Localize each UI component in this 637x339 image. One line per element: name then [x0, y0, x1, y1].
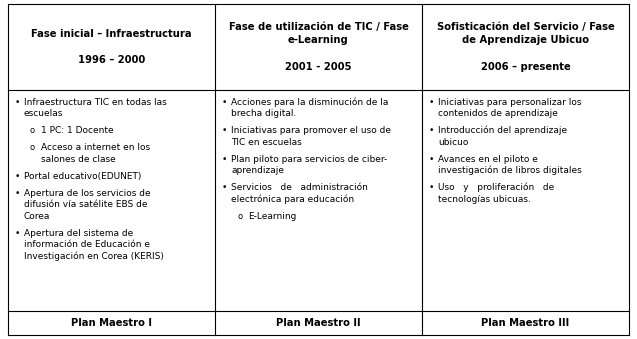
- Text: •: •: [15, 98, 20, 107]
- Text: aprendizaje: aprendizaje: [231, 166, 284, 175]
- Text: •: •: [429, 183, 434, 192]
- Text: Avances en el piloto e: Avances en el piloto e: [438, 155, 538, 164]
- Text: Iniciativas para personalizar los: Iniciativas para personalizar los: [438, 98, 582, 107]
- Text: •: •: [15, 172, 20, 181]
- Text: Portal educativo(EDUNET): Portal educativo(EDUNET): [24, 172, 141, 181]
- Text: Apertura del sistema de: Apertura del sistema de: [24, 229, 133, 238]
- Text: 1 PC: 1 Docente: 1 PC: 1 Docente: [41, 126, 113, 135]
- Text: salones de clase: salones de clase: [41, 155, 116, 164]
- Text: Introducción del aprendizaje: Introducción del aprendizaje: [438, 126, 567, 135]
- Text: •: •: [222, 98, 227, 107]
- Text: o: o: [30, 143, 35, 152]
- Text: o: o: [30, 126, 35, 135]
- Text: Plan Maestro II: Plan Maestro II: [276, 318, 361, 328]
- Text: Corea: Corea: [24, 212, 50, 221]
- Text: •: •: [222, 183, 227, 192]
- Text: TIC en escuelas: TIC en escuelas: [231, 138, 302, 147]
- Text: Apertura de los servicios de: Apertura de los servicios de: [24, 189, 150, 198]
- Text: difusión vía satélite EBS de: difusión vía satélite EBS de: [24, 200, 148, 209]
- Text: brecha digital.: brecha digital.: [231, 109, 296, 118]
- Text: Fase inicial – Infraestructura

1996 – 2000: Fase inicial – Infraestructura 1996 – 20…: [31, 29, 192, 65]
- Text: •: •: [429, 98, 434, 107]
- Text: Uso   y   proliferación   de: Uso y proliferación de: [438, 183, 554, 193]
- Text: •: •: [429, 126, 434, 135]
- Text: Sofisticación del Servicio / Fase
de Aprendizaje Ubicuo

2006 – presente: Sofisticación del Servicio / Fase de Apr…: [436, 22, 614, 72]
- Text: investigación de libros digitales: investigación de libros digitales: [438, 166, 582, 175]
- Text: •: •: [15, 189, 20, 198]
- Text: tecnologías ubicuas.: tecnologías ubicuas.: [438, 195, 531, 204]
- Text: Servicios   de   administración: Servicios de administración: [231, 183, 368, 192]
- Text: E-Learning: E-Learning: [248, 212, 296, 221]
- Text: Fase de utilización de TIC / Fase
e-Learning

2001 - 2005: Fase de utilización de TIC / Fase e-Lear…: [229, 22, 408, 72]
- Text: Plan Maestro III: Plan Maestro III: [482, 318, 569, 328]
- Text: Acciones para la disminución de la: Acciones para la disminución de la: [231, 97, 389, 107]
- Text: Investigación en Corea (KERIS): Investigación en Corea (KERIS): [24, 252, 164, 261]
- Text: contenidos de aprendizaje: contenidos de aprendizaje: [438, 109, 558, 118]
- Text: Plan Maestro I: Plan Maestro I: [71, 318, 152, 328]
- Text: Plan piloto para servicios de ciber-: Plan piloto para servicios de ciber-: [231, 155, 387, 164]
- Text: •: •: [429, 155, 434, 164]
- Text: electrónica para educación: electrónica para educación: [231, 195, 354, 204]
- Text: •: •: [222, 126, 227, 135]
- Text: Infraestructura TIC en todas las: Infraestructura TIC en todas las: [24, 98, 167, 107]
- Text: •: •: [15, 229, 20, 238]
- Text: o: o: [237, 212, 242, 221]
- Text: •: •: [222, 155, 227, 164]
- Text: información de Educación e: información de Educación e: [24, 240, 150, 249]
- Text: Iniciativas para promover el uso de: Iniciativas para promover el uso de: [231, 126, 391, 135]
- Text: ubicuo: ubicuo: [438, 138, 468, 147]
- Text: escuelas: escuelas: [24, 109, 63, 118]
- Text: Acceso a internet en los: Acceso a internet en los: [41, 143, 150, 152]
